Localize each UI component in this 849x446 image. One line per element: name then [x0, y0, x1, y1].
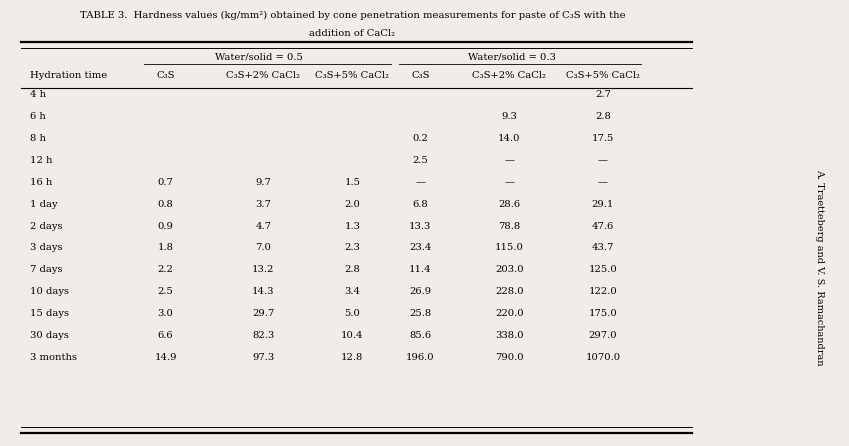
- Text: A. Traetteberg and V. S. Ramachandran: A. Traetteberg and V. S. Ramachandran: [815, 169, 824, 366]
- Text: 1.5: 1.5: [345, 178, 360, 187]
- Text: 10.4: 10.4: [341, 331, 363, 340]
- Text: 14.9: 14.9: [155, 353, 177, 362]
- Text: addition of CaCl₂: addition of CaCl₂: [309, 29, 396, 38]
- Text: 26.9: 26.9: [409, 287, 431, 296]
- Text: TABLE 3.  Hardness values (kg/mm²) obtained by cone penetration measurements for: TABLE 3. Hardness values (kg/mm²) obtain…: [80, 11, 625, 20]
- Text: C₃S: C₃S: [411, 71, 430, 80]
- Text: C₃S+2% CaCl₂: C₃S+2% CaCl₂: [472, 71, 547, 80]
- Text: 338.0: 338.0: [495, 331, 524, 340]
- Text: 23.4: 23.4: [409, 244, 431, 252]
- Text: 2.5: 2.5: [413, 156, 428, 165]
- Text: 78.8: 78.8: [498, 222, 520, 231]
- Text: 3.0: 3.0: [158, 309, 173, 318]
- Text: C₃S+5% CaCl₂: C₃S+5% CaCl₂: [315, 71, 390, 80]
- Text: 6.6: 6.6: [158, 331, 173, 340]
- Text: 115.0: 115.0: [495, 244, 524, 252]
- Text: —: —: [504, 156, 514, 165]
- Text: 14.0: 14.0: [498, 134, 520, 143]
- Text: 2.5: 2.5: [158, 287, 173, 296]
- Text: 5.0: 5.0: [345, 309, 360, 318]
- Text: 12 h: 12 h: [30, 156, 53, 165]
- Text: 0.8: 0.8: [158, 200, 173, 209]
- Text: 2.0: 2.0: [345, 200, 360, 209]
- Text: 30 days: 30 days: [30, 331, 69, 340]
- Text: 122.0: 122.0: [588, 287, 617, 296]
- Text: 85.6: 85.6: [409, 331, 431, 340]
- Text: 47.6: 47.6: [592, 222, 614, 231]
- Text: 0.2: 0.2: [413, 134, 428, 143]
- Text: —: —: [415, 178, 425, 187]
- Text: Water/solid = 0.3: Water/solid = 0.3: [468, 53, 555, 62]
- Text: 125.0: 125.0: [588, 265, 617, 274]
- Text: 11.4: 11.4: [409, 265, 431, 274]
- Text: —: —: [598, 178, 608, 187]
- Text: C₃S: C₃S: [156, 71, 175, 80]
- Text: 3 months: 3 months: [30, 353, 76, 362]
- Text: 196.0: 196.0: [406, 353, 435, 362]
- Text: 8 h: 8 h: [30, 134, 46, 143]
- Text: 15 days: 15 days: [30, 309, 69, 318]
- Text: 82.3: 82.3: [252, 331, 274, 340]
- Text: 3 days: 3 days: [30, 244, 62, 252]
- Text: 220.0: 220.0: [495, 309, 524, 318]
- Text: 4.7: 4.7: [256, 222, 271, 231]
- Text: 1 day: 1 day: [30, 200, 58, 209]
- Text: 0.9: 0.9: [158, 222, 173, 231]
- Text: 14.3: 14.3: [252, 287, 274, 296]
- Text: 25.8: 25.8: [409, 309, 431, 318]
- Text: 43.7: 43.7: [592, 244, 614, 252]
- Text: 203.0: 203.0: [495, 265, 524, 274]
- Text: 2.3: 2.3: [345, 244, 360, 252]
- Text: 6 h: 6 h: [30, 112, 46, 121]
- Text: 6.8: 6.8: [413, 200, 428, 209]
- Text: Hydration time: Hydration time: [30, 71, 107, 80]
- Text: 4 h: 4 h: [30, 91, 46, 99]
- Text: 9.7: 9.7: [256, 178, 271, 187]
- Text: 2.8: 2.8: [345, 265, 360, 274]
- Text: 0.7: 0.7: [158, 178, 173, 187]
- Text: 1.8: 1.8: [158, 244, 173, 252]
- Text: 2 days: 2 days: [30, 222, 62, 231]
- Text: 2.7: 2.7: [595, 91, 610, 99]
- Text: 29.1: 29.1: [592, 200, 614, 209]
- Text: 7.0: 7.0: [256, 244, 271, 252]
- Text: 228.0: 228.0: [495, 287, 524, 296]
- Text: 2.2: 2.2: [158, 265, 173, 274]
- Text: Water/solid = 0.5: Water/solid = 0.5: [215, 53, 303, 62]
- Text: 790.0: 790.0: [495, 353, 524, 362]
- Text: 297.0: 297.0: [588, 331, 617, 340]
- Text: C₃S+5% CaCl₂: C₃S+5% CaCl₂: [565, 71, 640, 80]
- Text: C₃S+2% CaCl₂: C₃S+2% CaCl₂: [226, 71, 301, 80]
- Text: 9.3: 9.3: [502, 112, 517, 121]
- Text: 17.5: 17.5: [592, 134, 614, 143]
- Text: 28.6: 28.6: [498, 200, 520, 209]
- Text: 7 days: 7 days: [30, 265, 62, 274]
- Text: —: —: [598, 156, 608, 165]
- Text: 2.8: 2.8: [595, 112, 610, 121]
- Text: —: —: [504, 178, 514, 187]
- Text: 16 h: 16 h: [30, 178, 52, 187]
- Text: 97.3: 97.3: [252, 353, 274, 362]
- Text: 13.3: 13.3: [409, 222, 431, 231]
- Text: 10 days: 10 days: [30, 287, 69, 296]
- Text: 3.4: 3.4: [345, 287, 360, 296]
- Text: 1.3: 1.3: [345, 222, 360, 231]
- Text: 3.7: 3.7: [256, 200, 271, 209]
- Text: 175.0: 175.0: [588, 309, 617, 318]
- Text: 13.2: 13.2: [252, 265, 274, 274]
- Text: 12.8: 12.8: [341, 353, 363, 362]
- Text: 29.7: 29.7: [252, 309, 274, 318]
- Text: 1070.0: 1070.0: [585, 353, 621, 362]
